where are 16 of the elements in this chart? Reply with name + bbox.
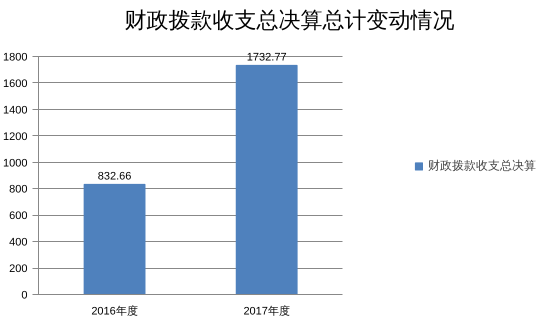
y-tick-label: 200 — [9, 263, 28, 276]
y-tick-label: 800 — [9, 184, 28, 196]
data-label: 1732.77 — [246, 51, 287, 64]
x-tick-label: 2017年度 — [243, 304, 290, 318]
legend-label: 财政拨款收支总决算 — [428, 157, 536, 174]
y-tick-label: 1800 — [3, 52, 28, 64]
x-tick-label: 2016年度 — [91, 304, 138, 318]
chart-title: 财政拨款收支总决算总计变动情况 — [124, 8, 454, 32]
y-tick-label: 1000 — [3, 157, 28, 170]
y-tick-label: 600 — [9, 210, 28, 222]
y-tick-label: 1200 — [3, 130, 28, 143]
y-tick-label: 1400 — [3, 104, 28, 116]
y-tick-label: 0 — [21, 290, 28, 302]
y-tick-label: 400 — [9, 236, 28, 249]
data-label: 832.66 — [98, 170, 132, 182]
y-tick-label: 1600 — [3, 78, 28, 90]
